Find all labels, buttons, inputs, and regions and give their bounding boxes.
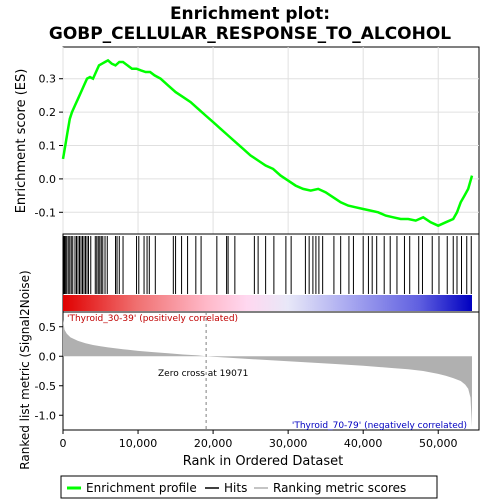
hits-panel — [62, 233, 480, 313]
metric-y-axis-label: Ranked list metric (Signal2Noise) — [18, 270, 32, 469]
es-y-axis-label: Enrichment score (ES) — [14, 69, 29, 214]
negative-correlation-label: 'Thyroid_70-79' (negatively correlated) — [292, 421, 467, 431]
es-y-tick-label: -0.1 — [35, 206, 56, 219]
legend-label-enrichment-profile: Enrichment profile — [86, 481, 197, 495]
enrichment-profile-line — [61, 58, 474, 228]
es-y-tick-label: 0.0 — [39, 173, 57, 186]
x-tick-label: 10,000 — [119, 437, 158, 450]
metric-panel: -1.0 -0.5 0.0 0.5 'Thyroid_30-39' (positive… — [18, 270, 480, 470]
legend: Enrichment profile Hits Ranking metric s… — [60, 475, 438, 499]
x-tick-label: 30,000 — [269, 437, 308, 450]
x-tick-label: 0 — [60, 437, 67, 450]
metric-y-tick-label: -0.5 — [35, 380, 56, 393]
hit-lines — [63, 236, 472, 294]
metric-plot-frame — [62, 311, 480, 431]
ranked-list-heatmap — [63, 295, 472, 311]
legend-box — [60, 475, 438, 499]
es-y-tick-label: 0.1 — [39, 140, 57, 153]
zero-cross-label: Zero cross at 19071 — [158, 369, 248, 379]
metric-y-tick-label: 0.5 — [39, 321, 57, 334]
chart-title-line2: GOBP_CELLULAR_RESPONSE_TO_ALCOHOL — [49, 24, 451, 44]
legend-label-hits: Hits — [224, 481, 247, 495]
es-y-tick-label: 0.2 — [39, 106, 57, 119]
es-y-axis-ticks: -0.1 0.0 0.1 0.2 0.3 — [35, 73, 63, 219]
metric-y-axis-ticks: -1.0 -0.5 0.0 0.5 — [35, 321, 63, 422]
positive-correlation-label: 'Thyroid_30-39' (positively correlated) — [67, 314, 238, 324]
x-tick-label: 20,000 — [194, 437, 233, 450]
es-y-tick-label: 0.3 — [39, 73, 57, 86]
es-plot-frame — [62, 46, 480, 235]
x-tick-label: 40,000 — [344, 437, 383, 450]
x-tick-label: 50,000 — [419, 437, 458, 450]
legend-label-ranking-metric: Ranking metric scores — [273, 481, 406, 495]
es-gridlines — [62, 47, 479, 234]
metric-y-tick-label: 0.0 — [39, 350, 57, 363]
chart-title-line1: Enrichment plot: — [170, 4, 330, 24]
es-panel: -0.1 0.0 0.1 0.2 0.3 Enrichment score (ES) — [14, 46, 480, 235]
x-axis-label: Rank in Ordered Dataset — [183, 454, 344, 469]
metric-y-tick-label: -1.0 — [35, 409, 56, 422]
x-axis: 0 10,000 20,000 30,000 40,000 50,000 — [60, 430, 458, 450]
